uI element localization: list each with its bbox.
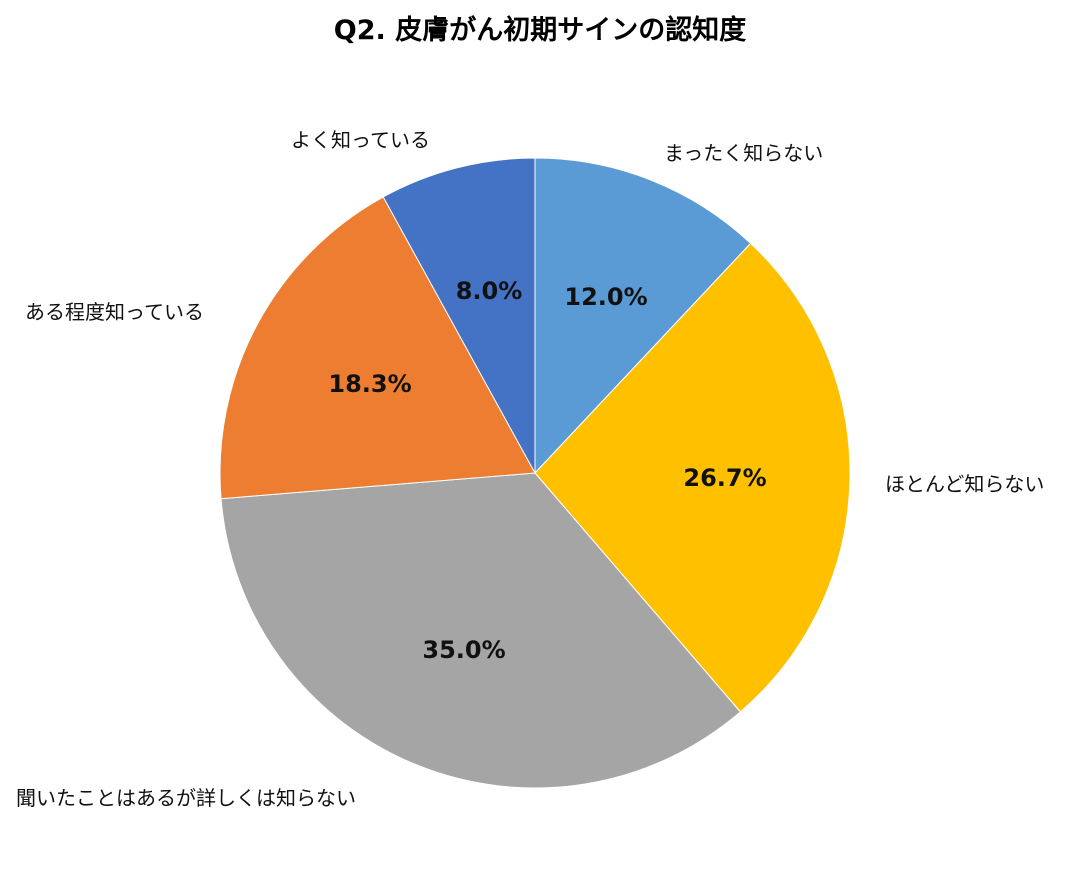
category-label-mattaku: まったく知らない	[664, 141, 824, 165]
category-label-aruteido: ある程度知っている	[25, 300, 204, 324]
pie-slice	[382, 157, 536, 474]
percent-label-aruteido: 18.3%	[328, 370, 412, 398]
category-label-kiitakoto: 聞いたことはあるが詳しくは知らない	[16, 786, 356, 810]
pie-slice	[220, 472, 742, 789]
percent-label-hotondo: 26.7%	[683, 464, 767, 492]
percent-label-kiitakoto: 35.0%	[422, 636, 506, 664]
percent-label-yoku: 8.0%	[455, 277, 523, 305]
category-label-yoku: よく知っている	[291, 128, 430, 152]
percent-label-mattaku: 12.0%	[564, 283, 648, 311]
pie-slice	[534, 242, 851, 713]
pie-slice	[219, 196, 536, 500]
category-label-hotondo: ほとんど知らない	[885, 472, 1045, 496]
chart-title: Q2. 皮膚がん初期サインの認知度	[333, 15, 747, 46]
pie-slice	[534, 157, 752, 475]
